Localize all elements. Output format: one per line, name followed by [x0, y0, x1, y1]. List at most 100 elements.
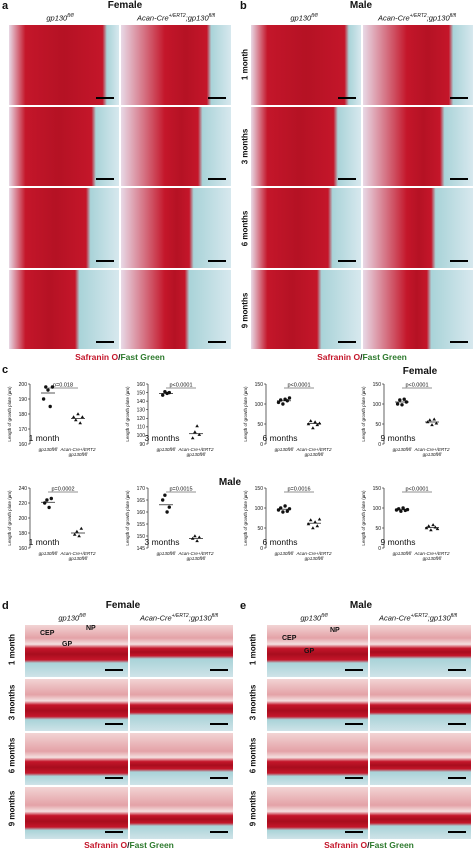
data-point-knockout	[311, 526, 315, 530]
histology-image-6-months-control	[266, 732, 369, 786]
panel-d-stain-legend: Safranin O/Fast Green	[84, 840, 174, 850]
scale-bar	[210, 777, 228, 779]
data-point-control	[279, 398, 283, 402]
histology-image-3-months-control	[24, 678, 129, 732]
y-tick-label: 0	[260, 546, 263, 552]
scale-bar	[105, 777, 123, 779]
scale-bar	[208, 178, 226, 180]
data-point-knockout	[313, 520, 317, 524]
p-value-label: p<0.0001	[405, 487, 428, 493]
chart-male-1m: 160 180 200 220 240 Length of growth plate (µ…	[7, 486, 96, 561]
y-tick-label: 100	[373, 506, 382, 512]
histology-image-9-months-knockout	[369, 786, 472, 840]
x-category-label: gp130fl/fl	[305, 556, 325, 561]
scale-bar	[208, 259, 226, 262]
y-tick-label: 50	[257, 526, 263, 532]
data-point-knockout	[74, 418, 78, 422]
y-axis-label: Length of growth plate (µm)	[243, 490, 248, 546]
row-label-3-months-ab: 3 months	[240, 128, 250, 165]
scale-bar	[345, 831, 363, 833]
p-value-label: p<0.0001	[405, 383, 428, 389]
y-tick-label: 170	[137, 486, 146, 492]
panel-letter-a: a	[2, 0, 9, 12]
histology-image-6-months-knockout	[129, 732, 234, 786]
y-tick-label: 0	[260, 442, 263, 448]
scale-bar	[450, 341, 468, 343]
scale-bar	[210, 723, 228, 725]
data-point-control	[163, 493, 167, 497]
y-axis-label: Length of growth plate (µm)	[7, 490, 12, 546]
chart-female-9m: 0 50 100 150 Length of growth plate (µm) p<0.…	[361, 382, 450, 457]
data-point-control	[49, 496, 53, 501]
y-tick-label: 165	[137, 498, 146, 504]
scale-bar	[105, 723, 123, 725]
panel-e-tag-gp: GP	[304, 648, 315, 655]
histology-image-3-months-control	[8, 105, 120, 187]
y-axis-label: Length of growth plate (µm)	[361, 490, 366, 546]
growth-plate-length-charts: 160 170 180 190 200 Length of growth plate (µ…	[7, 382, 450, 561]
data-point-knockout	[317, 421, 322, 425]
panel-e-col2-header: Acan-Cre+/ERT2;gp130fl/fl	[378, 613, 458, 623]
panel-a-histology-grid	[8, 24, 232, 350]
y-tick-label: 200	[19, 516, 28, 522]
data-point-knockout	[308, 518, 313, 522]
x-category-label: gp130fl/fl	[393, 447, 413, 452]
x-category-label: gp130fl/fl	[39, 447, 59, 452]
data-point-control	[285, 509, 289, 513]
row-label-9-months-d: 9 months	[7, 790, 17, 827]
panel-a-col1-header: gp130fl/fl	[46, 13, 74, 23]
y-tick-label: 240	[19, 486, 28, 492]
y-tick-label: 50	[257, 422, 263, 428]
data-point-knockout	[193, 534, 197, 538]
scale-bar	[96, 259, 114, 262]
x-category-label: gp130fl/fl	[69, 556, 89, 561]
x-category-label: gp130fl/fl	[157, 551, 177, 556]
scale-bar	[208, 96, 226, 99]
month-annotation: 6 months	[263, 537, 298, 547]
y-axis-label: Length of growth plate (µm)	[243, 386, 248, 442]
data-point-knockout	[306, 522, 311, 526]
x-category-label: gp130fl/fl	[423, 556, 443, 561]
y-tick-label: 170	[19, 427, 28, 433]
y-tick-label: 150	[137, 390, 146, 396]
y-tick-label: 100	[373, 402, 382, 408]
panel-e-histology-grid	[266, 624, 472, 840]
x-category-label: gp130fl/fl	[393, 551, 413, 556]
y-tick-label: 120	[137, 416, 146, 422]
data-point-knockout	[432, 417, 436, 421]
p-value-label: p=0.018	[53, 383, 73, 389]
panel-d-col2-header: Acan-Cre+/ERT2;gp130fl/fl	[139, 613, 219, 623]
data-point-control	[50, 385, 55, 389]
histology-image-3-months-control	[266, 678, 369, 732]
histology-image-3-months-knockout	[129, 678, 234, 732]
panel-e-stain-legend: Safranin O/Fast Green	[324, 840, 414, 850]
data-point-knockout	[78, 421, 82, 425]
scale-bar	[448, 723, 466, 725]
data-point-knockout	[431, 523, 435, 527]
panel-b-stain-legend: Safranin O/Fast Green	[317, 352, 407, 362]
panel-d-tag-cep: CEP	[40, 630, 55, 637]
y-tick-label: 190	[19, 397, 28, 403]
histology-image-3-months-knockout	[369, 678, 472, 732]
data-point-knockout	[313, 420, 317, 424]
data-point-knockout	[72, 532, 77, 536]
month-annotation: 6 months	[263, 433, 298, 443]
panel-a-stain-legend: Safranin O/Fast Green	[75, 352, 165, 362]
data-point-knockout	[308, 419, 313, 423]
histology-image-1-month-knockout	[369, 624, 472, 678]
data-point-control	[281, 510, 285, 514]
data-point-knockout	[311, 426, 315, 430]
scale-bar	[338, 341, 356, 343]
data-point-control	[287, 396, 292, 400]
y-tick-label: 50	[375, 422, 381, 428]
row-label-9-months-e: 9 months	[248, 790, 258, 827]
x-category-label: Acan-Cre+/ERT2	[177, 447, 213, 452]
scale-bar	[208, 341, 226, 343]
scale-bar	[210, 831, 228, 833]
y-tick-label: 200	[19, 382, 28, 388]
data-point-knockout	[76, 412, 80, 416]
y-tick-label: 150	[255, 486, 264, 492]
data-point-control	[48, 404, 52, 409]
panel-c-male-label: Male	[218, 477, 242, 488]
panel-b-histology-grid	[250, 24, 474, 350]
